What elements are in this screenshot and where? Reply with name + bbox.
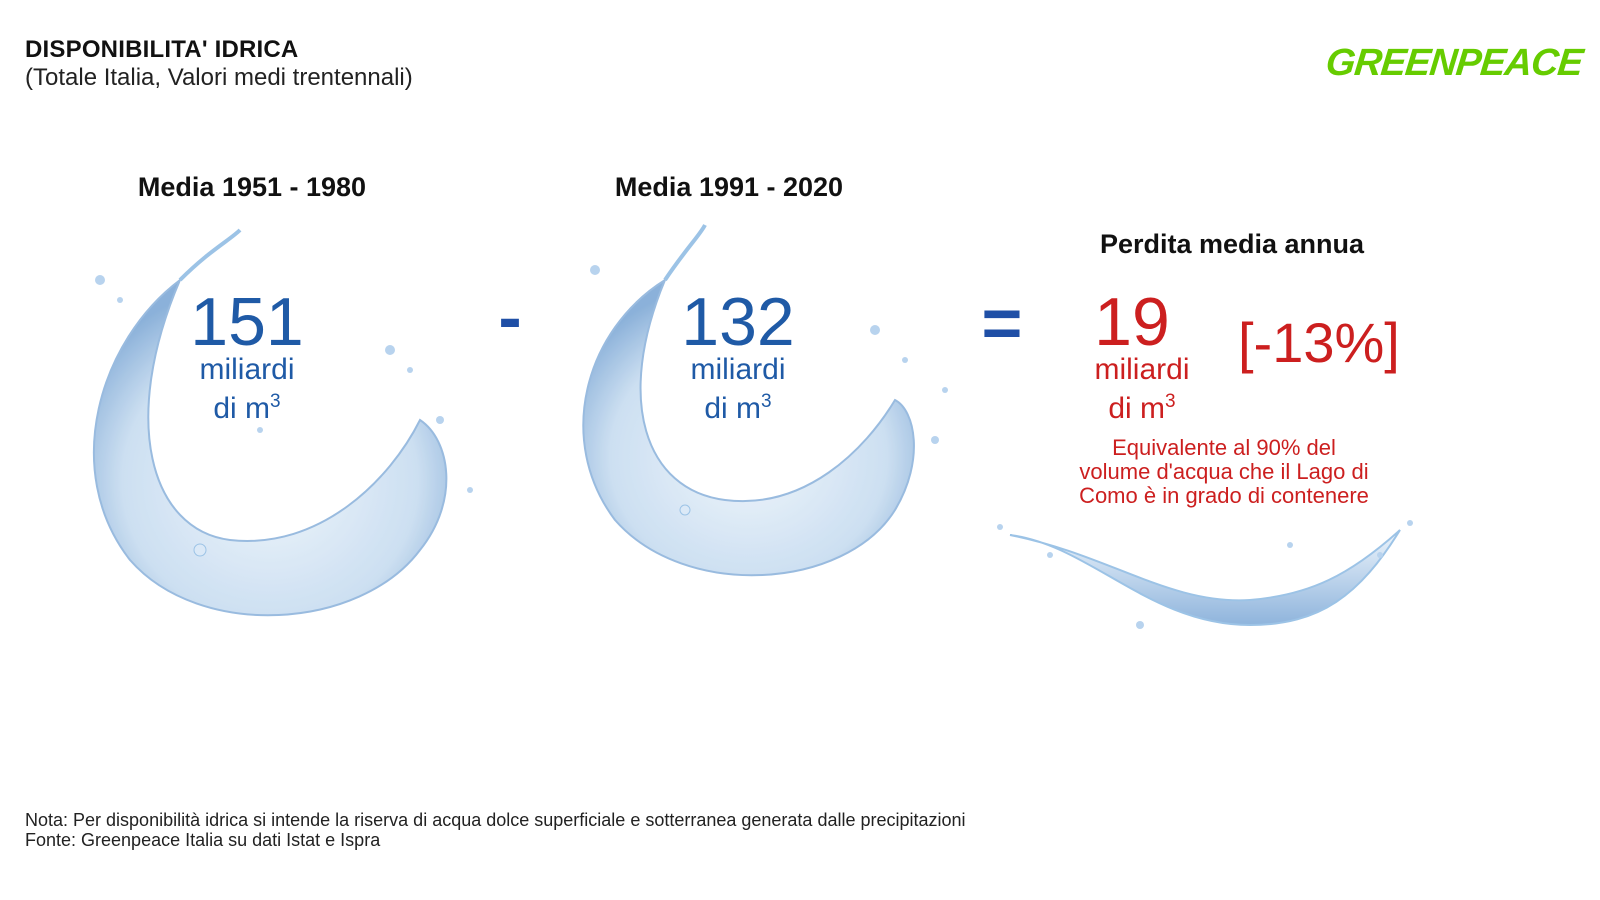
page-title: DISPONIBILITA' IDRICA (25, 36, 299, 63)
unit-line2-1951-1980: di m3 (213, 391, 281, 425)
annual-loss-heading: Perdita media annua (1099, 229, 1365, 259)
period-1951-1980-label: Media 1951 - 1980 (137, 172, 367, 202)
water-splash-middle-illustration (582, 224, 948, 577)
greenpeace-logo: GREENPEACE (1323, 42, 1585, 84)
value-1991-2020: 132 (681, 284, 795, 360)
loss-value: 19 (1094, 284, 1170, 360)
water-splash-right-illustration (997, 520, 1413, 629)
unit-line1-1951-1980: miliardi (199, 353, 295, 386)
value-1951-1980: 151 (190, 284, 304, 360)
unit-line2-1991-2020: di m3 (704, 391, 772, 425)
loss-unit-line1: miliardi (1094, 353, 1190, 386)
equals-operator: = (981, 284, 1023, 362)
footer-source: Fonte: Greenpeace Italia su dati Istat e… (25, 830, 381, 850)
loss-unit-line2: di m3 (1108, 391, 1176, 425)
water-splash-left-illustration (92, 228, 473, 617)
loss-percentage: [-13%] (1238, 311, 1400, 374)
equivalence-line1: Equivalente al 90% del (1112, 435, 1336, 460)
minus-operator: - (498, 278, 522, 356)
period-1991-2020-label: Media 1991 - 2020 (614, 172, 844, 202)
equivalence-line2: volume d'acqua che il Lago di (1079, 459, 1369, 484)
unit-line1-1991-2020: miliardi (690, 353, 786, 386)
footer-note: Nota: Per disponibilità idrica si intend… (25, 810, 966, 830)
equivalence-line3: Como è in grado di contenere (1079, 483, 1369, 508)
page-subtitle: (Totale Italia, Valori medi trentennali) (25, 64, 413, 91)
